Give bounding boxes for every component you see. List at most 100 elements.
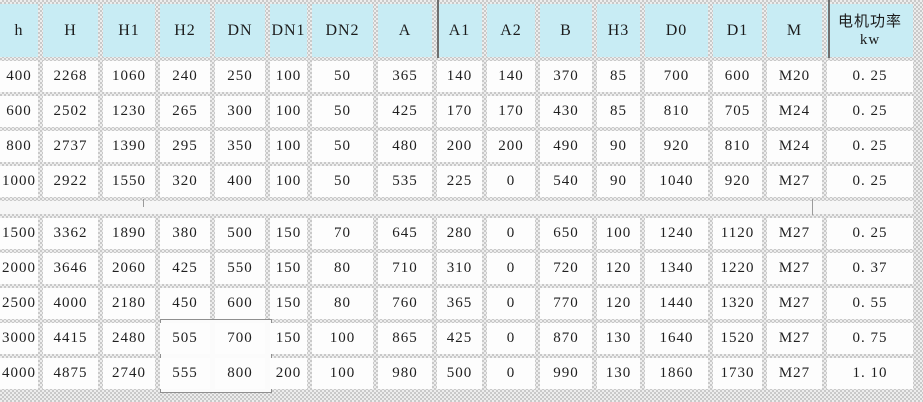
table-cell-H1: 1060: [103, 61, 155, 92]
table-cell-h: 4000: [0, 358, 38, 389]
table-cell-DN1: 150: [270, 323, 307, 354]
column-header-A2: A2: [487, 4, 535, 57]
table-cell-A: 365: [378, 61, 432, 92]
table-cell-H: 3646: [43, 253, 98, 284]
table-cell-A: 980: [378, 358, 432, 389]
table-cell-A1: 225: [437, 166, 482, 197]
table-cell-H1: 1230: [103, 96, 155, 127]
table-cell-DN: 350: [215, 131, 265, 162]
gap-tick-left: [143, 199, 144, 207]
table-cell-M: M27: [767, 166, 822, 197]
column-header-DN1: DN1: [270, 4, 307, 57]
table-cell-motor-power-kw: 0. 25: [827, 166, 913, 197]
table-cell-H: 4000: [43, 288, 98, 319]
table-cell-DN1: 200: [270, 358, 307, 389]
column-header-H3: H3: [597, 4, 640, 57]
column-header-D1: D1: [713, 4, 762, 57]
table-cell-D0: 1040: [645, 166, 708, 197]
table-cell-A1: 170: [437, 96, 482, 127]
table-cell-D0: 700: [645, 61, 708, 92]
table-cell-D0: 1340: [645, 253, 708, 284]
table-cell-DN1: 150: [270, 288, 307, 319]
header-divider-a-a1: [437, 0, 439, 58]
table-cell-A2: 200: [487, 131, 535, 162]
table-cell-h: 800: [0, 131, 38, 162]
table-cell-h: 2000: [0, 253, 38, 284]
column-header-h: h: [0, 4, 38, 57]
table-cell-h: 600: [0, 96, 38, 127]
table-cell-DN1: 100: [270, 131, 307, 162]
table-cell-D0: 1240: [645, 218, 708, 249]
table-cell-D0: 810: [645, 96, 708, 127]
table-cell-DN: 550: [215, 253, 265, 284]
table-cell-A: 645: [378, 218, 432, 249]
table-cell-DN2: 50: [312, 96, 373, 127]
table-cell-H2: 265: [160, 96, 210, 127]
table-cell-A1: 365: [437, 288, 482, 319]
table-cell-D0: 1440: [645, 288, 708, 319]
spec-table: h H H1 H2 DN DN1 DN2 A A1 A2 B H3 D0 D1 M 电机功率 kw 400 2268…: [0, 4, 913, 389]
table-cell-motor-power-kw: 0. 25: [827, 218, 913, 249]
table-cell-H3: 90: [597, 131, 640, 162]
table-cell-D1: 1220: [713, 253, 762, 284]
table-cell-H2: 295: [160, 131, 210, 162]
table-cell-H2: 505: [160, 323, 210, 354]
table-cell-D0: 1640: [645, 323, 708, 354]
column-header-label: M: [786, 21, 803, 39]
table-cell-H: 2268: [43, 61, 98, 92]
table-cell-DN2: 100: [312, 323, 373, 354]
table-cell-B: 370: [540, 61, 592, 92]
table-cell-DN2: 100: [312, 358, 373, 389]
table-cell-D1: 1120: [713, 218, 762, 249]
column-header-label: H3: [607, 21, 630, 39]
table-cell-M: M24: [767, 131, 822, 162]
table-cell-H3: 85: [597, 61, 640, 92]
table-cell-B: 490: [540, 131, 592, 162]
table-cell-A: 535: [378, 166, 432, 197]
table-cell-DN2: 80: [312, 253, 373, 284]
table-cell-H: 2922: [43, 166, 98, 197]
section-gap: [0, 201, 913, 214]
table-cell-H: 2737: [43, 131, 98, 162]
table-cell-H1: 2480: [103, 323, 155, 354]
table-cell-DN1: 100: [270, 61, 307, 92]
table-cell-DN2: 50: [312, 61, 373, 92]
table-cell-h: 1500: [0, 218, 38, 249]
table-cell-A2: 0: [487, 323, 535, 354]
table-cell-D1: 1520: [713, 323, 762, 354]
table-cell-A: 710: [378, 253, 432, 284]
table-cell-DN: 600: [215, 288, 265, 319]
column-header-B: B: [540, 4, 592, 57]
table-cell-D0: 920: [645, 131, 708, 162]
table-cell-H2: 380: [160, 218, 210, 249]
table-cell-DN2: 80: [312, 288, 373, 319]
table-cell-motor-power-kw: 0. 25: [827, 61, 913, 92]
table-cell-H: 2502: [43, 96, 98, 127]
table-cell-B: 540: [540, 166, 592, 197]
table-cell-H: 4875: [43, 358, 98, 389]
header-divider-m-power: [828, 0, 830, 58]
table-cell-A2: 170: [487, 96, 535, 127]
table-cell-DN2: 70: [312, 218, 373, 249]
table-cell-H2: 240: [160, 61, 210, 92]
column-header-label: DN2: [325, 21, 360, 39]
table-cell-A1: 200: [437, 131, 482, 162]
table-cell-DN: 700: [215, 323, 265, 354]
table-cell-A2: 0: [487, 166, 535, 197]
table-cell-H1: 1390: [103, 131, 155, 162]
table-cell-H1: 1550: [103, 166, 155, 197]
table-cell-B: 870: [540, 323, 592, 354]
table-cell-A1: 500: [437, 358, 482, 389]
table-cell-M: M27: [767, 358, 822, 389]
table-cell-D1: 1730: [713, 358, 762, 389]
column-header-label: D1: [726, 21, 749, 39]
table-cell-H2: 555: [160, 358, 210, 389]
table-cell-A: 760: [378, 288, 432, 319]
column-header-label: B: [560, 21, 572, 39]
table-cell-D1: 1320: [713, 288, 762, 319]
table-cell-H1: 2180: [103, 288, 155, 319]
table-cell-D1: 600: [713, 61, 762, 92]
table-cell-H2: 320: [160, 166, 210, 197]
table-cell-A2: 0: [487, 358, 535, 389]
column-header-H: H: [43, 4, 98, 57]
